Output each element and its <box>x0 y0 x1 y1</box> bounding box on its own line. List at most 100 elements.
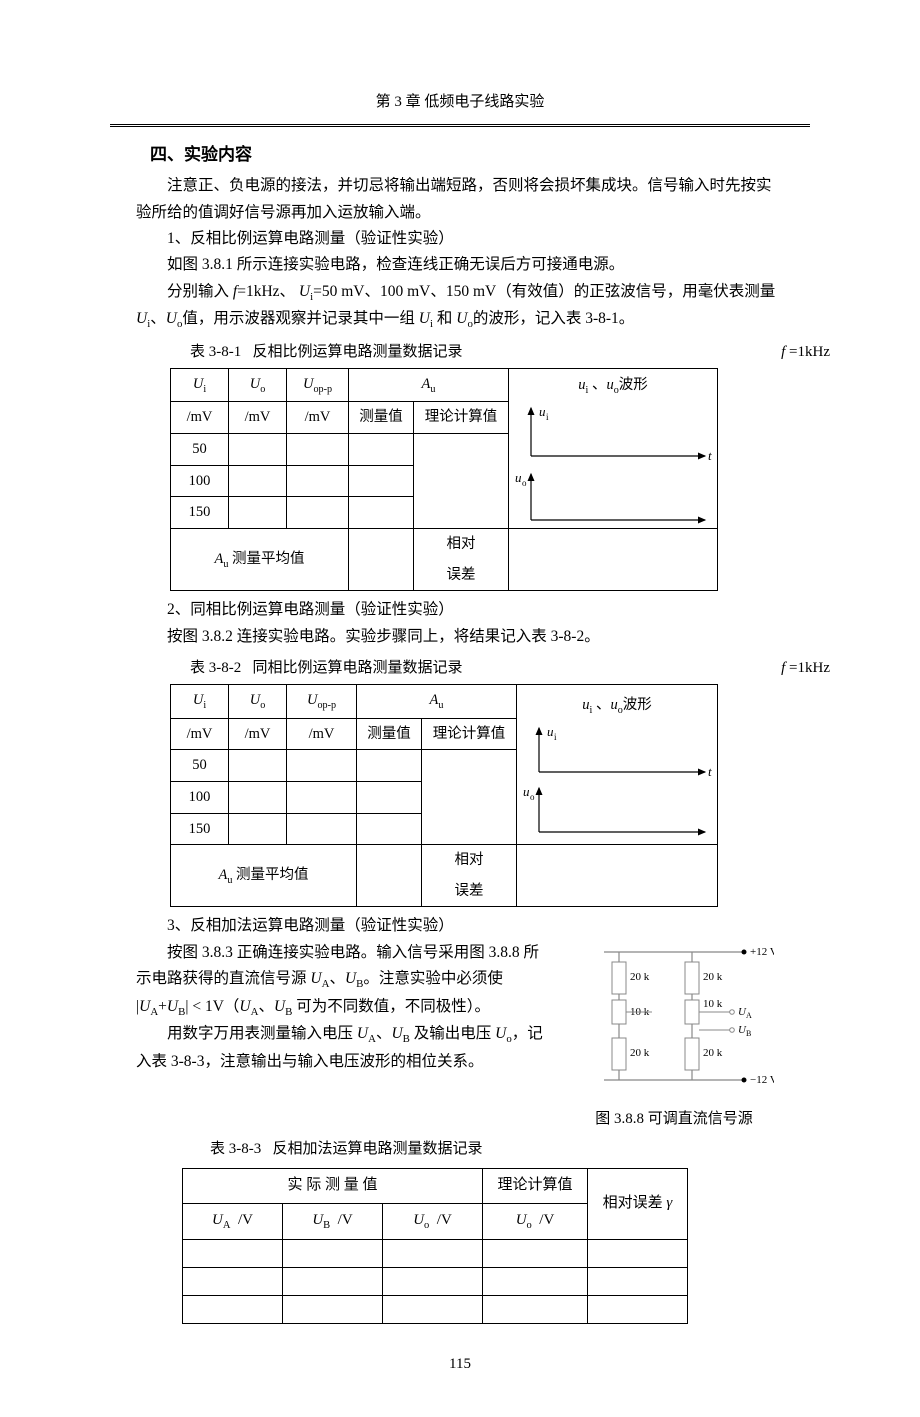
item1-line2: 分别输入 f=1kHz、 Ui=50 mV、100 mV、150 mV（有效值）… <box>136 279 784 334</box>
svg-text:i: i <box>554 732 557 742</box>
item2-line1: 按图 3.8.2 连接实验电路。实验步骤同上，将结果记入表 3-8-2。 <box>136 624 784 650</box>
svg-text:u: u <box>539 404 546 419</box>
th: 理论计算值 <box>422 718 517 750</box>
uo-symbol: U <box>495 1025 506 1042</box>
txt: A <box>218 867 227 883</box>
txt: 相对 <box>414 529 509 560</box>
sub: o <box>260 700 265 711</box>
th: U <box>307 692 317 708</box>
ui-symbol: U <box>299 283 310 300</box>
th: 理论计算值 <box>414 402 509 434</box>
cell: 100 <box>171 781 229 813</box>
fig-caption: 图 3.8.8 可调直流信号源 <box>564 1107 784 1133</box>
th: 理论计算值 <box>483 1169 588 1204</box>
caption-prefix: 表 3-8-1 <box>190 344 241 360</box>
txt: 可为不同数值，不同极性）。 <box>296 998 490 1015</box>
unit: /mV <box>171 402 229 434</box>
sub: A <box>150 1006 158 1018</box>
th: U <box>250 692 260 708</box>
sep: 、 <box>329 970 345 987</box>
item3-para1: 按图 3.8.3 正确连接实验电路。输入信号采用图 3.8.8 所示电路获得的直… <box>136 940 552 1021</box>
cell: 50 <box>171 750 229 782</box>
txt: =50 mV、100 mV、150 mV（有效值）的正弦波信号，用毫伏表测量 <box>313 283 775 300</box>
chapter-header: 第 3 章 低频电子线路实验 <box>110 90 810 127</box>
table-382: Ui Uo Uop-p Au ui 、uo波形 ui t uo /mV <box>170 684 718 907</box>
table1-caption: 表 3-8-1 反相比例运算电路测量数据记录 f =1kHz <box>190 340 810 366</box>
sub: i <box>585 384 588 395</box>
ua-symbol: U <box>310 970 321 987</box>
sub: i <box>147 318 150 330</box>
ub-symbol: U <box>274 998 285 1015</box>
th: 测量值 <box>349 402 414 434</box>
ua-symbol: U <box>357 1025 368 1042</box>
svg-text:t: t <box>708 448 712 463</box>
txt: 误差 <box>414 560 509 591</box>
sub: o <box>424 1220 429 1231</box>
caption-body: 反相加法运算电路测量数据记录 <box>273 1141 483 1157</box>
uo-symbol: U <box>456 310 467 327</box>
ub-symbol: U <box>167 998 178 1015</box>
circuit-diagram: +12 V −12 V 20 k 10 k 20 k 20 k 10 k <box>574 940 774 1090</box>
uo-symbol: U <box>166 310 177 327</box>
th: 相对误差 <box>603 1195 663 1211</box>
sub: B <box>323 1220 330 1231</box>
gamma: γ <box>666 1195 672 1211</box>
th: 实 际 测 量 值 <box>183 1169 483 1204</box>
ui-symbol: U <box>419 310 430 327</box>
ua-symbol: U <box>139 998 150 1015</box>
txt: | < 1V（ <box>185 998 239 1015</box>
cell: 100 <box>171 465 229 497</box>
svg-text:20 k: 20 k <box>703 1047 723 1059</box>
sub: i <box>203 384 206 395</box>
txt: 用数字万用表测量输入电压 <box>167 1025 353 1042</box>
th: 波形 <box>619 377 648 393</box>
svg-text:A: A <box>746 1011 752 1020</box>
txt: 的波形，记入表 3-8-1。 <box>473 310 634 327</box>
unit: /mV <box>287 402 349 434</box>
table2-caption: 表 3-8-2 同相比例运算电路测量数据记录 f =1kHz <box>190 656 810 682</box>
ub-symbol: U <box>391 1025 402 1042</box>
unit: /V <box>437 1212 452 1228</box>
sub: op-p <box>313 384 332 395</box>
sub: o <box>527 1220 532 1231</box>
caption-body: 反相比例运算电路测量数据记录 <box>253 344 463 360</box>
svg-text:u: u <box>547 724 554 739</box>
caption-prefix: 表 3-8-3 <box>210 1141 261 1157</box>
svg-text:20 k: 20 k <box>630 971 650 983</box>
svg-text:10 k: 10 k <box>703 998 723 1010</box>
item3-title: 3、反相加法运算电路测量（验证性实验） <box>136 913 784 939</box>
txt: 相对 <box>422 845 517 876</box>
txt: 误差 <box>422 876 517 907</box>
waveform-axes: ui t uo <box>517 722 717 840</box>
txt: 测量平均值 <box>236 867 309 883</box>
svg-text:o: o <box>530 792 535 802</box>
cell: 50 <box>171 434 229 466</box>
unit: /V <box>338 1212 353 1228</box>
svg-text:20 k: 20 k <box>630 1047 650 1059</box>
th: U <box>312 1212 323 1228</box>
table-383: 实 际 测 量 值 理论计算值 相对误差 γ UA /V UB /V Uo /V… <box>182 1168 688 1323</box>
sub: i <box>589 705 592 716</box>
sub: B <box>285 1006 292 1018</box>
cell: 150 <box>171 813 229 845</box>
unit: /V <box>539 1212 554 1228</box>
th: U <box>250 376 260 392</box>
svg-text:u: u <box>515 470 522 485</box>
th: 波形 <box>623 697 652 713</box>
unit: /mV <box>287 718 357 750</box>
sub: u <box>430 384 435 395</box>
txt: =1kHz、 <box>237 283 295 300</box>
table3-caption: 表 3-8-3 反相加法运算电路测量数据记录 <box>210 1137 810 1163</box>
txt: 分别输入 <box>167 283 229 300</box>
txt: A <box>214 551 223 567</box>
th: u <box>606 377 613 393</box>
svg-text:−12 V: −12 V <box>750 1074 774 1086</box>
th: U <box>303 376 313 392</box>
caption-body: 同相比例运算电路测量数据记录 <box>253 660 463 676</box>
sep: 、 <box>258 998 274 1015</box>
ub-symbol: U <box>345 970 356 987</box>
th: u <box>610 697 617 713</box>
txt: 测量平均值 <box>232 551 305 567</box>
unit: /V <box>238 1212 253 1228</box>
svg-text:i: i <box>546 412 549 422</box>
